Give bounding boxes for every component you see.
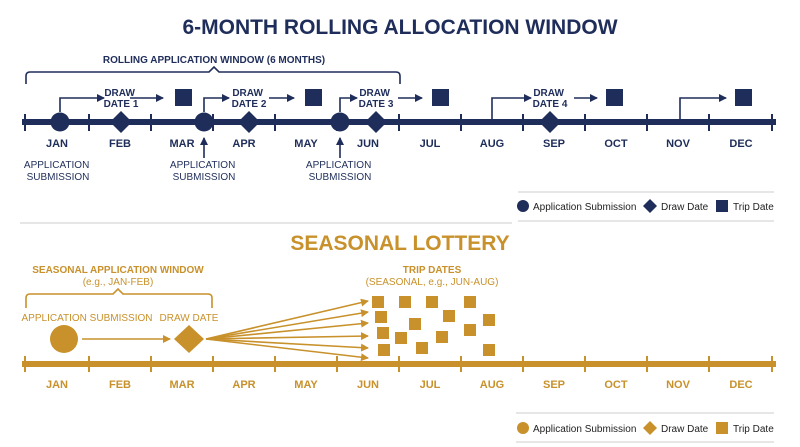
seasonal-trip-square xyxy=(464,324,476,336)
month-label: DEC xyxy=(729,379,752,391)
legend-trip-label: Trip Date xyxy=(733,424,774,435)
seasonal-submission-label: APPLICATION SUBMISSION xyxy=(22,313,153,324)
seasonal-draw-diamond xyxy=(174,325,204,353)
seasonal-trip-square xyxy=(483,344,495,356)
month-label: AUG xyxy=(480,138,504,150)
month-label: FEB xyxy=(109,379,131,391)
legend-trip-label: Trip Date xyxy=(733,202,774,213)
trip-square xyxy=(305,89,322,106)
seasonal-trip-square xyxy=(416,342,428,354)
seasonal-trip-sub: (SEASONAL, e.g., JUN-AUG) xyxy=(366,277,499,288)
draw-label: DRAW DATE 2 xyxy=(232,88,267,110)
rolling-legend: Application Submission Draw Date Trip Da… xyxy=(517,191,774,222)
month-label: APR xyxy=(232,379,255,391)
rolling-window-label: ROLLING APPLICATION WINDOW (6 MONTHS) xyxy=(103,55,325,66)
seasonal-window-label: SEASONAL APPLICATION WINDOW xyxy=(32,265,204,276)
seasonal-window-bracket xyxy=(25,287,213,308)
trip-square xyxy=(175,89,192,106)
seasonal-trip-square xyxy=(426,296,438,308)
rolling-window-bracket xyxy=(25,65,401,84)
month-label: FEB xyxy=(109,138,131,150)
trip-square xyxy=(735,89,752,106)
legend-submission-label: Application Submission xyxy=(533,202,636,213)
submission-label: APPLICATION SUBMISSION xyxy=(170,160,238,183)
submission-circle xyxy=(330,112,350,132)
seasonal-trip-square xyxy=(409,318,421,330)
draw-diamond xyxy=(110,111,132,133)
rolling-title: 6-MONTH ROLLING ALLOCATION WINDOW xyxy=(182,16,617,39)
month-label: JUL xyxy=(420,379,441,391)
legend-trip-icon xyxy=(716,422,728,434)
submission-circle xyxy=(50,112,70,132)
submission-label: APPLICATION SUBMISSION xyxy=(306,160,374,183)
seasonal-trip-square xyxy=(483,314,495,326)
draw-diamond xyxy=(539,111,561,133)
seasonal-trip-square xyxy=(377,327,389,339)
seasonal-draw-label: DRAW DATE xyxy=(160,313,219,324)
trip-square xyxy=(432,89,449,106)
draw-label: DRAW DATE 4 xyxy=(533,88,568,110)
rolling-month-labels: JAN FEB MAR APR MAY JUN JUL AUG SEP OCT … xyxy=(46,138,753,150)
month-label: DEC xyxy=(729,138,752,150)
month-label: NOV xyxy=(666,379,691,391)
seasonal-trip-square xyxy=(372,296,384,308)
month-label: JUN xyxy=(357,379,379,391)
month-label: NOV xyxy=(666,138,691,150)
legend-draw-label: Draw Date xyxy=(661,202,709,213)
month-label: AUG xyxy=(480,379,504,391)
rolling-connectors xyxy=(59,94,727,119)
month-label: JUN xyxy=(357,138,379,150)
month-label: MAR xyxy=(169,138,194,150)
seasonal-legend: Application Submission Draw Date Trip Da… xyxy=(516,412,774,443)
month-label: MAR xyxy=(169,379,194,391)
month-label: JUL xyxy=(420,138,441,150)
seasonal-trip-square xyxy=(436,331,448,343)
month-label: JAN xyxy=(46,138,68,150)
seasonal-month-ticks xyxy=(24,356,773,372)
draw-diamond xyxy=(365,111,387,133)
seasonal-trip-square xyxy=(375,311,387,323)
seasonal-trip-square xyxy=(464,296,476,308)
seasonal-trip-square xyxy=(443,310,455,322)
seasonal-title: SEASONAL LOTTERY xyxy=(290,232,509,255)
seasonal-month-labels: JAN FEB MAR APR MAY JUN JUL AUG SEP OCT … xyxy=(46,379,753,391)
submission-circle xyxy=(194,112,214,132)
seasonal-fan-arrows xyxy=(205,298,369,362)
legend-submission-icon xyxy=(517,200,529,212)
submission-label: APPLICATION SUBMISSION xyxy=(24,160,92,183)
month-label: OCT xyxy=(604,138,628,150)
seasonal-trip-label: TRIP DATES xyxy=(403,265,462,276)
month-label: MAY xyxy=(294,379,318,391)
draw-label: DRAW DATE 3 xyxy=(359,88,394,110)
legend-draw-icon xyxy=(643,421,657,435)
submission-up-arrows xyxy=(200,137,344,158)
month-label: JAN xyxy=(46,379,68,391)
legend-submission-icon xyxy=(517,422,529,434)
draw-diamond xyxy=(238,111,260,133)
month-label: OCT xyxy=(604,379,628,391)
seasonal-window-sub: (e.g., JAN-FEB) xyxy=(83,277,154,288)
month-label: SEP xyxy=(543,379,565,391)
month-label: APR xyxy=(232,138,255,150)
month-label: MAY xyxy=(294,138,318,150)
seasonal-trip-square xyxy=(395,332,407,344)
draw-label: DRAW DATE 1 xyxy=(104,88,139,110)
seasonal-trip-squares xyxy=(372,296,495,356)
seasonal-submission-circle xyxy=(50,325,78,353)
legend-draw-label: Draw Date xyxy=(661,424,709,435)
month-label: SEP xyxy=(543,138,565,150)
seasonal-trip-square xyxy=(378,344,390,356)
legend-trip-icon xyxy=(716,200,728,212)
trip-square xyxy=(606,89,623,106)
legend-draw-icon xyxy=(643,199,657,213)
legend-submission-label: Application Submission xyxy=(533,424,636,435)
seasonal-trip-square xyxy=(399,296,411,308)
